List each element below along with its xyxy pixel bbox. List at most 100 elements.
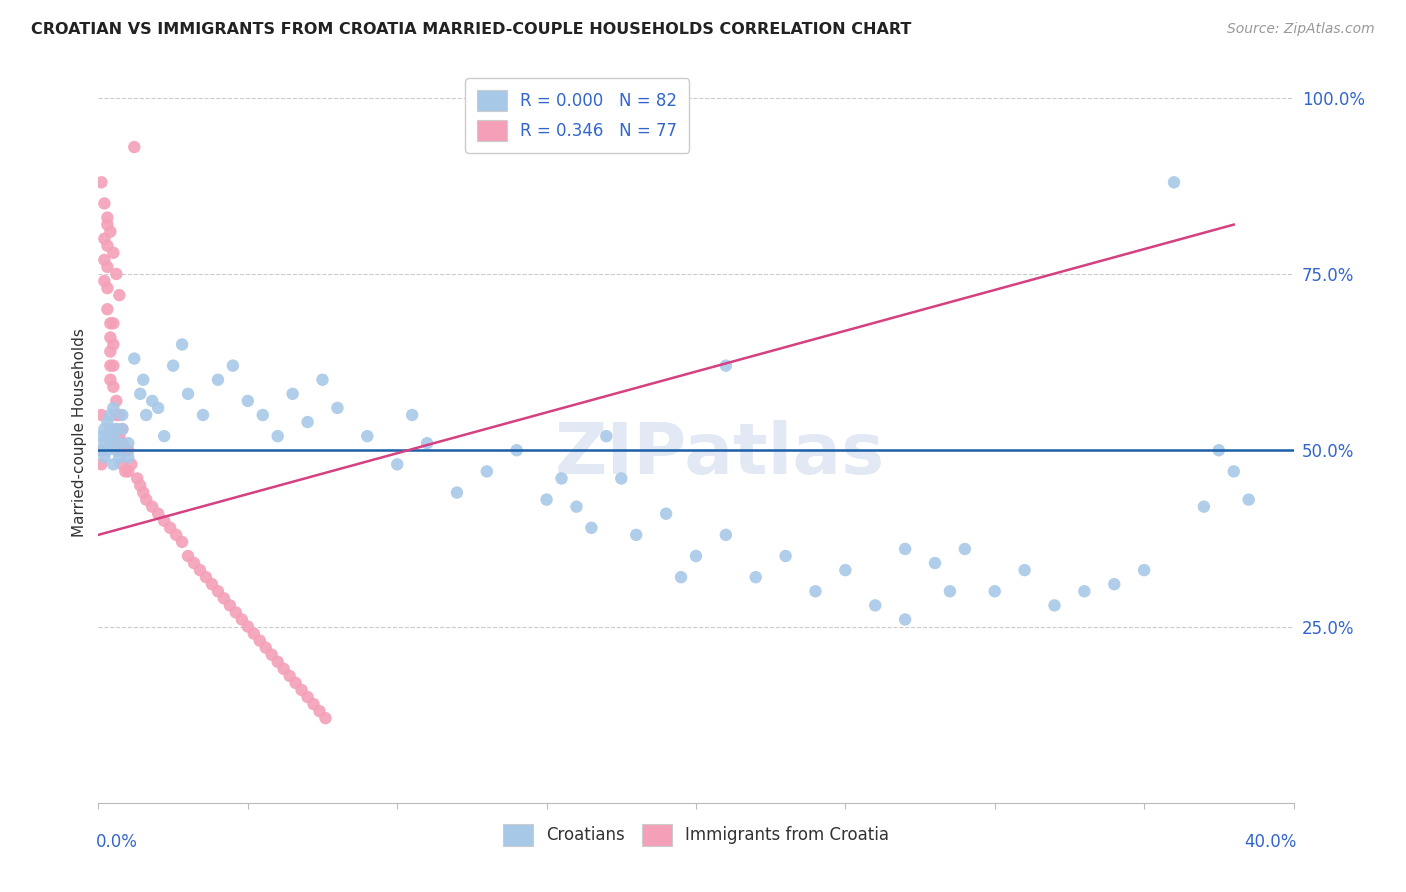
Point bbox=[96, 218, 118, 232]
Point bbox=[117, 464, 139, 478]
Point bbox=[117, 450, 139, 465]
Point bbox=[834, 563, 856, 577]
Point bbox=[111, 422, 134, 436]
Point bbox=[93, 436, 115, 450]
Point bbox=[260, 648, 283, 662]
Point bbox=[475, 464, 498, 478]
Point bbox=[159, 521, 181, 535]
Point bbox=[153, 514, 176, 528]
Point bbox=[129, 387, 152, 401]
Point bbox=[581, 521, 603, 535]
Point bbox=[804, 584, 827, 599]
Point bbox=[114, 443, 136, 458]
Point bbox=[98, 225, 122, 239]
Point bbox=[172, 337, 194, 351]
Point bbox=[236, 393, 259, 408]
Point bbox=[212, 591, 235, 606]
Point bbox=[401, 408, 423, 422]
Point bbox=[416, 436, 439, 450]
Point bbox=[103, 337, 125, 351]
Point bbox=[655, 507, 678, 521]
Point bbox=[183, 556, 205, 570]
Point bbox=[105, 443, 128, 458]
Point bbox=[105, 267, 128, 281]
Point bbox=[281, 387, 304, 401]
Point bbox=[120, 458, 142, 472]
Point bbox=[939, 584, 962, 599]
Point bbox=[105, 422, 128, 436]
Point bbox=[177, 549, 200, 563]
Point bbox=[924, 556, 946, 570]
Point bbox=[1014, 563, 1036, 577]
Point bbox=[536, 492, 558, 507]
Point bbox=[93, 450, 115, 465]
Point bbox=[1237, 492, 1260, 507]
Point bbox=[243, 626, 266, 640]
Point bbox=[1192, 500, 1215, 514]
Legend: Croatians, Immigrants from Croatia: Croatians, Immigrants from Croatia bbox=[491, 813, 901, 857]
Point bbox=[201, 577, 224, 591]
Point bbox=[132, 373, 155, 387]
Point bbox=[103, 316, 125, 330]
Point bbox=[252, 408, 274, 422]
Point bbox=[114, 464, 136, 478]
Point bbox=[297, 690, 319, 704]
Point bbox=[267, 429, 290, 443]
Point bbox=[669, 570, 692, 584]
Point bbox=[98, 359, 122, 373]
Point bbox=[1223, 464, 1246, 478]
Point bbox=[302, 697, 325, 711]
Point bbox=[108, 450, 131, 465]
Point bbox=[311, 373, 333, 387]
Point bbox=[98, 316, 122, 330]
Point bbox=[105, 408, 128, 422]
Point bbox=[98, 344, 122, 359]
Point bbox=[1043, 599, 1066, 613]
Point bbox=[103, 245, 125, 260]
Point bbox=[356, 429, 378, 443]
Point bbox=[953, 541, 976, 556]
Point bbox=[865, 599, 887, 613]
Point bbox=[96, 415, 118, 429]
Point bbox=[222, 359, 245, 373]
Point bbox=[195, 570, 218, 584]
Point bbox=[153, 429, 176, 443]
Point bbox=[267, 655, 290, 669]
Point bbox=[162, 359, 184, 373]
Point bbox=[315, 711, 337, 725]
Point bbox=[894, 541, 917, 556]
Point bbox=[124, 351, 146, 366]
Point bbox=[141, 500, 163, 514]
Point bbox=[98, 373, 122, 387]
Point bbox=[108, 408, 131, 422]
Text: CROATIAN VS IMMIGRANTS FROM CROATIA MARRIED-COUPLE HOUSEHOLDS CORRELATION CHART: CROATIAN VS IMMIGRANTS FROM CROATIA MARR… bbox=[31, 22, 911, 37]
Point bbox=[96, 429, 118, 443]
Point bbox=[148, 401, 170, 415]
Point bbox=[225, 606, 247, 620]
Point bbox=[111, 408, 134, 422]
Point bbox=[236, 619, 259, 633]
Point bbox=[141, 393, 163, 408]
Point bbox=[96, 443, 118, 458]
Point bbox=[103, 380, 125, 394]
Point bbox=[103, 401, 125, 415]
Point bbox=[111, 458, 134, 472]
Point bbox=[93, 274, 115, 288]
Point bbox=[1133, 563, 1156, 577]
Point bbox=[127, 471, 149, 485]
Point bbox=[103, 359, 125, 373]
Point bbox=[105, 422, 128, 436]
Point bbox=[135, 408, 157, 422]
Point bbox=[626, 528, 648, 542]
Point bbox=[550, 471, 572, 485]
Point bbox=[254, 640, 277, 655]
Point bbox=[90, 443, 112, 458]
Point bbox=[124, 140, 146, 154]
Point bbox=[103, 458, 125, 472]
Point bbox=[96, 211, 118, 225]
Point bbox=[297, 415, 319, 429]
Point bbox=[207, 584, 229, 599]
Point bbox=[117, 443, 139, 458]
Point bbox=[1104, 577, 1126, 591]
Text: ZIPatlas: ZIPatlas bbox=[555, 420, 884, 490]
